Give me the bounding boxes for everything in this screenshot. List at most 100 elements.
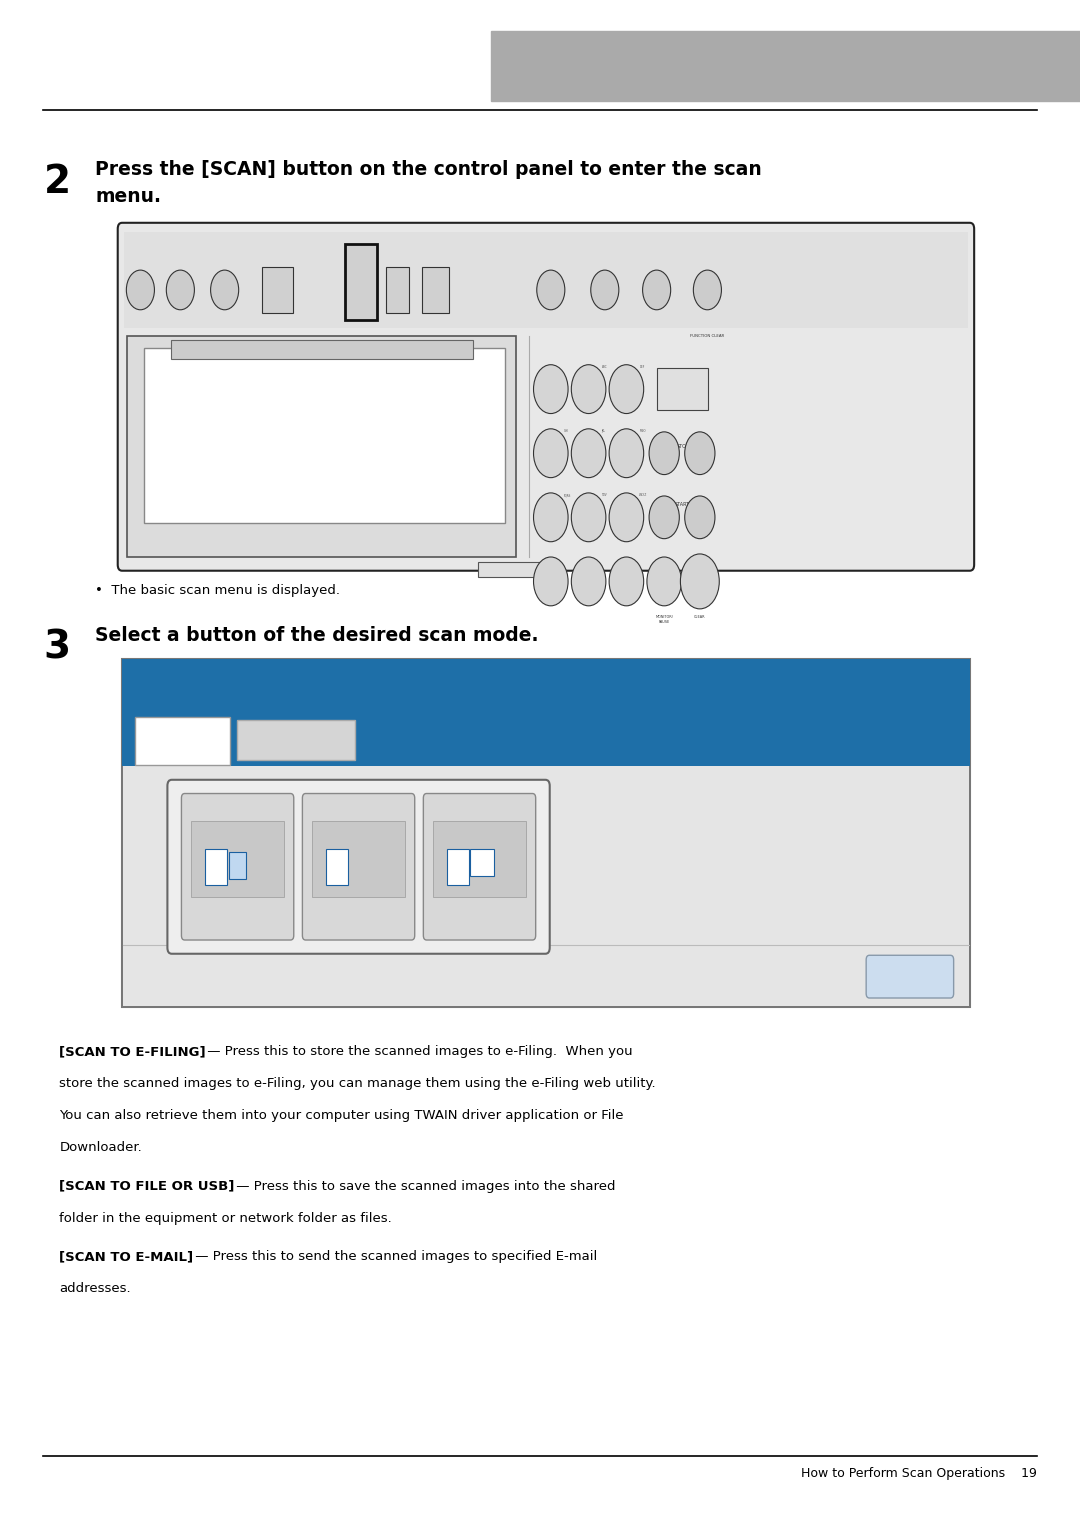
Bar [422, 267, 449, 313]
Circle shape [649, 432, 679, 475]
Text: GHI: GHI [564, 429, 569, 433]
Text: 2: 2 [43, 163, 71, 201]
Text: CLEAR: CLEAR [694, 615, 705, 620]
Circle shape [591, 270, 619, 310]
Circle shape [609, 557, 644, 606]
Text: ✆: ✆ [431, 285, 440, 295]
Circle shape [534, 429, 568, 478]
Circle shape [693, 270, 721, 310]
Text: ↺: ↺ [311, 282, 322, 295]
Circle shape [534, 557, 568, 606]
Text: [SCAN TO FILE OR USB]: [SCAN TO FILE OR USB] [59, 1180, 234, 1193]
Text: Select a button of the desired scan mode.: Select a button of the desired scan mode… [95, 626, 539, 644]
Text: 1: 1 [548, 385, 554, 394]
Text: PQRS: PQRS [564, 493, 571, 497]
Text: 9: 9 [623, 513, 630, 522]
Text: *: * [549, 577, 553, 586]
Bar [171, 340, 473, 359]
Text: How to Perform Scan Operations    19: How to Perform Scan Operations 19 [801, 1466, 1037, 1480]
Text: 3: 3 [43, 629, 71, 667]
Text: — Press this to store the scanned images to e-Filing.  When you: — Press this to store the scanned images… [203, 1045, 633, 1059]
Bar [447, 848, 469, 885]
Bar [229, 852, 246, 879]
Bar [657, 368, 708, 410]
Text: SETTINGS: SETTINGS [272, 737, 320, 746]
Text: 4: 4 [548, 449, 554, 458]
Circle shape [609, 365, 644, 414]
Bar [123, 766, 969, 1006]
Bar [433, 821, 526, 897]
FancyBboxPatch shape [181, 794, 294, 940]
FancyBboxPatch shape [118, 223, 974, 571]
Text: DEF: DEF [639, 365, 645, 369]
Bar [491, 31, 1080, 101]
Bar [144, 348, 505, 523]
Text: OPY: OPY [393, 237, 402, 241]
Text: TEMPLATE: TEMPLATE [214, 237, 235, 241]
FancyBboxPatch shape [866, 955, 954, 998]
Text: MNO: MNO [639, 429, 646, 433]
Text: — Press this to send the scanned images to specified E-mail: — Press this to send the scanned images … [191, 1250, 597, 1264]
Text: 0: 0 [585, 577, 592, 586]
FancyBboxPatch shape [423, 794, 536, 940]
Text: e-FILIN: e-FILIN [309, 237, 324, 241]
Text: ↩: ↩ [355, 276, 366, 288]
Bar [135, 717, 230, 765]
Bar [386, 267, 409, 313]
Bar [122, 717, 970, 766]
Bar [122, 659, 970, 1007]
Text: ACCESS: ACCESS [648, 237, 665, 241]
Text: 6: 6 [623, 449, 630, 458]
Bar [470, 848, 494, 876]
Text: •  The basic scan menu is displayed.: • The basic scan menu is displayed. [95, 584, 340, 598]
Text: 7: 7 [548, 513, 554, 522]
Text: @: @ [477, 858, 486, 867]
Circle shape [571, 365, 606, 414]
Text: □ PRINT DATA
□ MEMORY RX
□ %1  □ %2: □ PRINT DATA □ MEMORY RX □ %1 □ %2 [462, 241, 490, 255]
Text: SHUT DOWN: SHUT DOWN [697, 273, 718, 278]
Text: USER
FUNCTIONS: USER FUNCTIONS [167, 237, 193, 246]
Circle shape [609, 493, 644, 542]
Text: WXYZ: WXYZ [639, 493, 648, 497]
Bar [205, 848, 227, 885]
Circle shape [211, 270, 239, 310]
Bar [127, 336, 516, 557]
Text: JKL: JKL [602, 429, 606, 433]
Text: addresses.: addresses. [59, 1282, 131, 1296]
Text: MENU: MENU [135, 775, 167, 786]
Circle shape [534, 365, 568, 414]
Text: SCAN!: SCAN! [894, 972, 926, 981]
Circle shape [649, 496, 679, 539]
Text: INTERRUPT: INTERRUPT [539, 237, 563, 241]
Text: SCAN TO
E-FILING: SCAN TO E-FILING [220, 909, 255, 929]
Bar [262, 267, 293, 313]
Text: ☷: ☷ [393, 285, 402, 295]
Text: SCAN: SCAN [352, 237, 365, 241]
FancyBboxPatch shape [167, 780, 550, 954]
Text: HELP: HELP [135, 237, 146, 241]
Text: Select Menu!!: Select Menu!! [135, 682, 225, 694]
Text: SCAN: SCAN [167, 737, 198, 746]
Bar [326, 848, 348, 885]
Text: MONITOR/
PAUSE: MONITOR/ PAUSE [656, 615, 673, 624]
Circle shape [643, 270, 671, 310]
Text: 5: 5 [585, 449, 592, 458]
Circle shape [571, 429, 606, 478]
Bar [191, 821, 284, 897]
Text: ENERGY
SAVER: ENERGY SAVER [699, 237, 716, 246]
Circle shape [647, 557, 681, 606]
Text: ◇: ◇ [696, 513, 704, 522]
Text: You can also retrieve them into your computer using TWAIN driver application or : You can also retrieve them into your com… [59, 1109, 624, 1123]
Text: SCAN TO
FILE OR USB: SCAN TO FILE OR USB [335, 909, 382, 929]
Text: 8: 8 [585, 513, 592, 522]
Text: SCAN TO
E-MAIL: SCAN TO E-MAIL [462, 909, 497, 929]
Text: [SCAN TO E-MAIL]: [SCAN TO E-MAIL] [59, 1250, 193, 1264]
Text: — Press this to save the scanned images into the shared: — Press this to save the scanned images … [232, 1180, 616, 1193]
Bar [237, 720, 355, 760]
Text: START: START [675, 502, 690, 507]
Text: C: C [696, 575, 704, 588]
Text: [SCAN TO E-FILING]: [SCAN TO E-FILING] [59, 1045, 206, 1059]
Circle shape [685, 432, 715, 475]
Text: JOB STATUS: JOB STATUS [593, 237, 617, 241]
Text: FAX: FAX [430, 237, 438, 241]
